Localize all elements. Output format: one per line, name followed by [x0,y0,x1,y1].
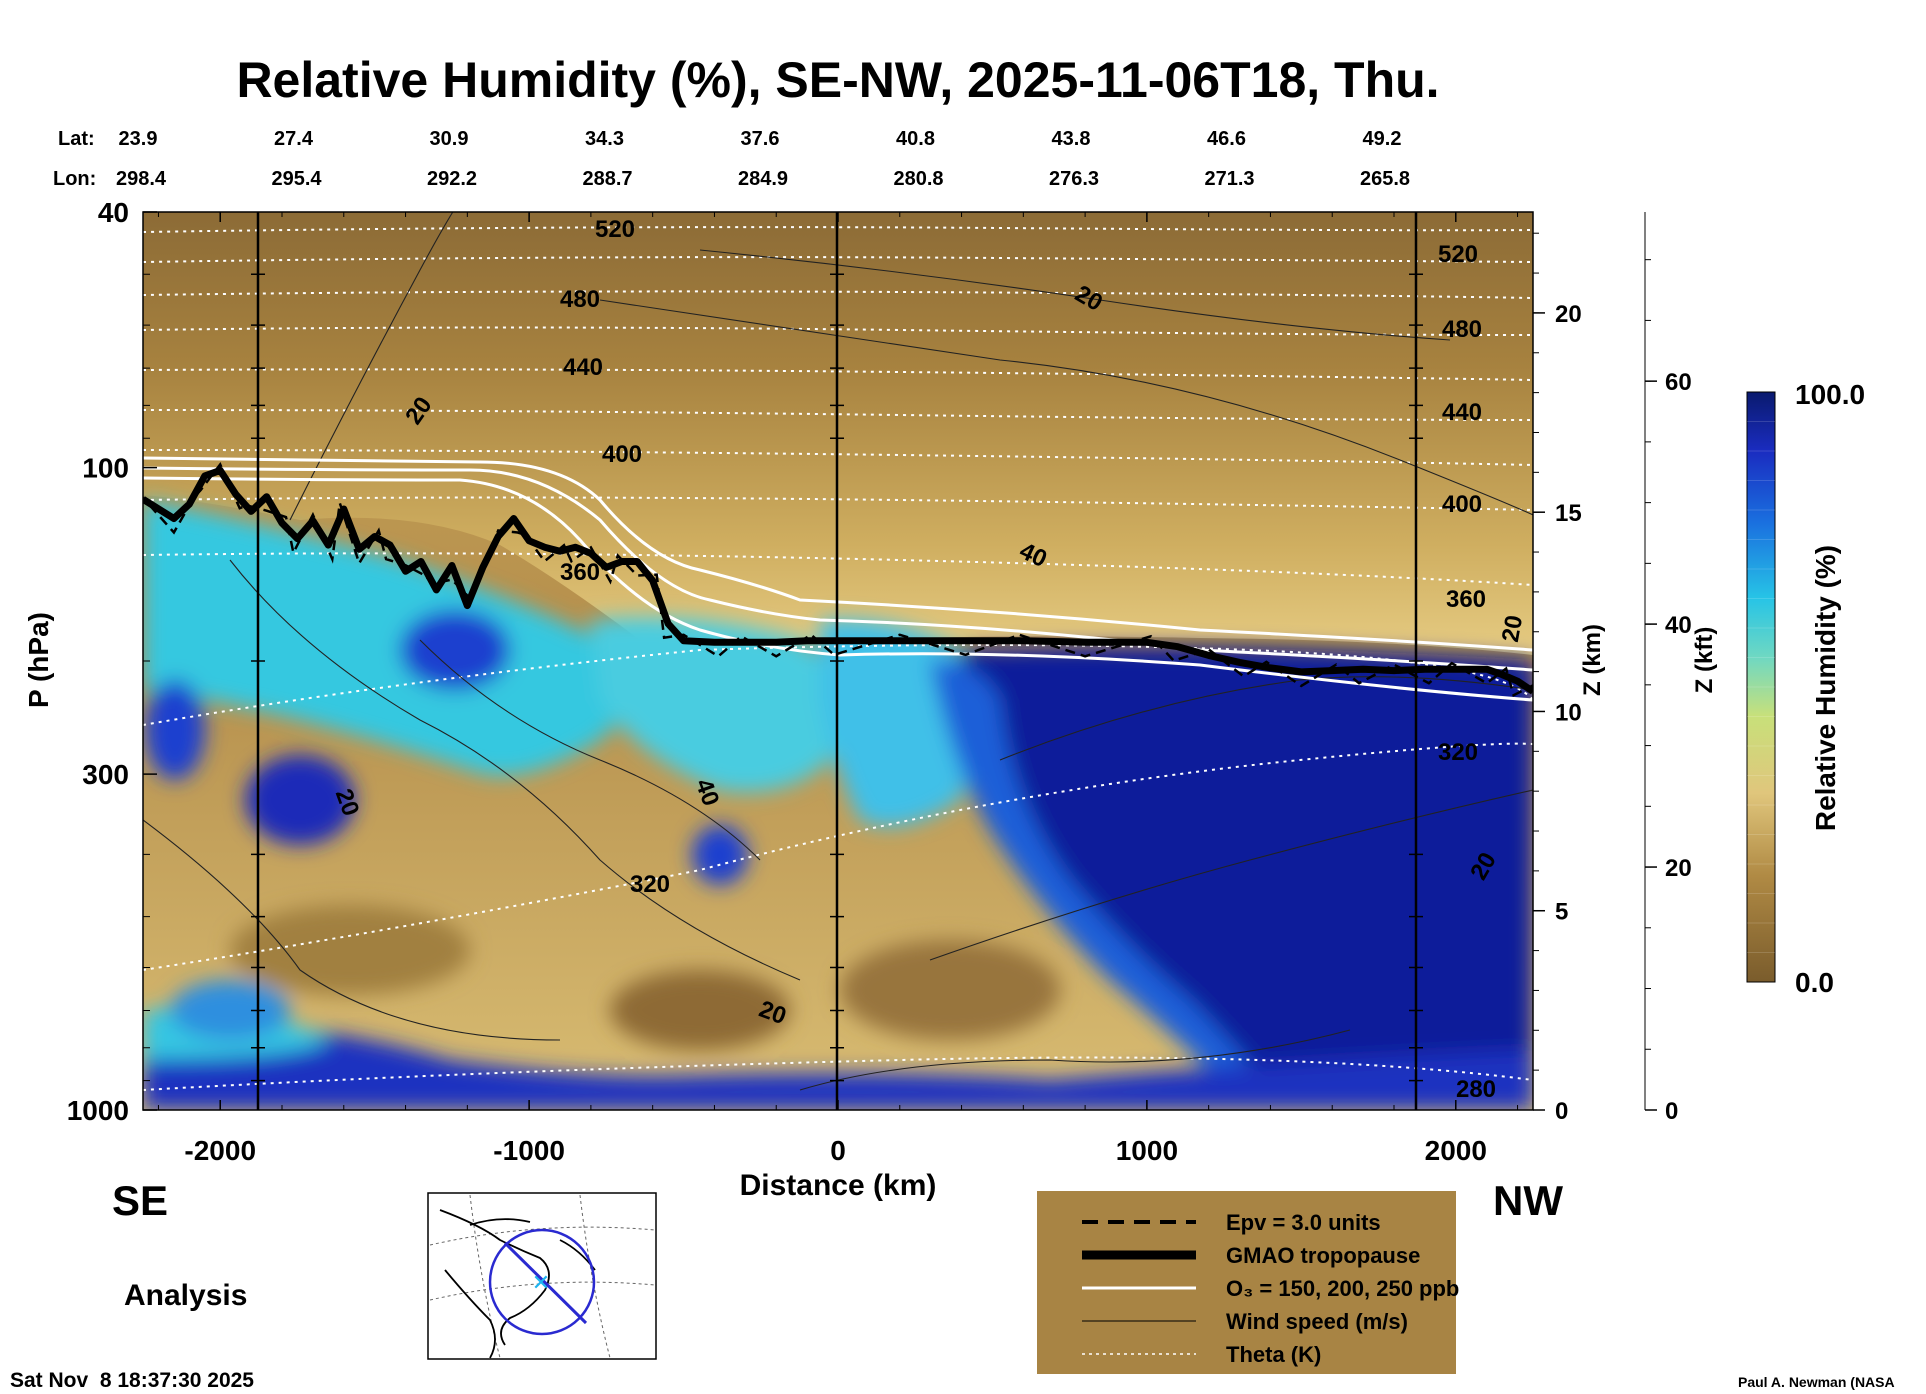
direction-se: SE [112,1177,168,1224]
theta-label: 480 [1442,316,1482,343]
wind-contours [143,212,1533,1091]
rh-blue-right-edge [930,660,1290,1110]
direction-nw: NW [1493,1177,1563,1224]
tropopause-line [143,466,1533,695]
x-tick-label: 1000 [1116,1135,1178,1166]
rh-dry-pocket-1 [610,970,790,1050]
x-tick-label: -2000 [184,1135,256,1166]
colorbar-max-label: 100.0 [1795,379,1865,410]
x-tick-label: -1000 [493,1135,565,1166]
theta-label: 360 [1446,586,1486,613]
theta-label: 320 [1438,739,1478,766]
lon-value: 280.8 [893,168,943,190]
rh-cyan-mid [590,617,840,792]
z-km-tick-label: 10 [1555,699,1582,726]
rh-blue-blob-2 [245,755,355,845]
y-tick-label: 40 [98,197,129,228]
colorbar-ramp [1746,391,1776,983]
theta-label: 520 [595,216,635,243]
legend-label: Theta (K) [1226,1342,1321,1367]
lat-value: 43.8 [1052,128,1091,150]
rh-blue-blob-3 [145,680,205,780]
lon-label: Lon: [53,168,96,190]
colorbar-title: Relative Humidity (%) [1810,545,1841,831]
colorbar: 100.0 0.0 Relative Humidity (%) [1746,379,1865,998]
rh-dry-pocket-2 [840,940,1060,1040]
lat-value: 23.9 [119,128,158,150]
lon-value: 295.4 [271,168,322,190]
lat-value: 27.4 [274,128,314,150]
lat-value: 46.6 [1207,128,1246,150]
legend-label: GMAO tropopause [1226,1243,1420,1268]
axes: -2000 -1000 0 1000 2000 40 100 300 1000 0 5 10 15 20 0… [67,197,1692,1166]
x-tick-label: 0 [830,1135,846,1166]
lon-value: 271.3 [1204,168,1254,190]
x-tick-label: 2000 [1425,1135,1487,1166]
analysis-label: Analysis [124,1279,247,1312]
theta-label: 520 [1438,241,1478,268]
theta-label: 400 [602,441,642,468]
colorbar-min-label: 0.0 [1795,967,1834,998]
lat-value: 37.6 [741,128,780,150]
inset-center-marker-icon: ✕ [532,1270,550,1295]
lat-value: 49.2 [1363,128,1402,150]
lat-value: 34.3 [585,128,624,150]
z-km-label: Z (km) [1579,624,1606,696]
z-kft-tick-label: 60 [1665,369,1692,396]
legend-label: Epv = 3.0 units [1226,1210,1381,1235]
theta-label: 480 [560,286,600,313]
chart-title: Relative Humidity (%), SE-NW, 2025-11-06… [236,52,1439,108]
rh-boundary-layer [143,1023,1533,1110]
z-km-tick-label: 15 [1555,500,1582,527]
rh-moist-left [143,500,625,776]
lon-value: 292.2 [427,168,477,190]
y-axis-label: P (hPa) [23,612,54,708]
lon-value: 298.4 [116,168,167,190]
z-kft-label: Z (kft) [1691,627,1718,694]
legend-label: O₃ = 150, 200, 250 ppb [1226,1276,1459,1301]
lat-value: 40.8 [896,128,935,150]
rh-blue-blob-1 [400,610,510,690]
inset-cross-section-line [503,1241,588,1325]
theta-label: 400 [1442,491,1482,518]
rh-moist-pocket [170,980,290,1040]
z-kft-tick-label: 0 [1665,1098,1678,1125]
lat-value: 30.9 [430,128,469,150]
y-tick-label: 100 [82,453,129,484]
credit: Paul A. Newman (NASA [1738,1374,1895,1390]
inset-map: ✕ [427,1192,657,1360]
wind-label: 20 [1497,613,1528,644]
legend: Epv = 3.0 units GMAO tropopause O₃ = 150, … [1037,1191,1459,1374]
lon-value: 265.8 [1360,168,1410,190]
z-km-tick-label: 20 [1555,301,1582,328]
legend-box [1037,1191,1456,1374]
theta-label: 320 [630,871,670,898]
x-axis-label: Distance (km) [740,1169,937,1202]
rh-blue-blob-4 [692,825,748,885]
tropopause-layer [143,461,1533,698]
rh-blue-right [960,646,1533,1110]
theta-label: 280 [1456,1076,1496,1103]
z-kft-tick-label: 20 [1665,855,1692,882]
z-km-tick-label: 0 [1555,1098,1568,1125]
lat-lon-rows: 23.9 27.4 30.9 34.3 37.6 40.8 43.8 46.6 49.2 298.… [116,128,1410,190]
rh-dry-pocket-3 [230,905,470,995]
y-tick-label: 300 [82,759,129,790]
lon-value: 276.3 [1049,168,1099,190]
y-tick-label: 1000 [67,1095,129,1126]
lat-label: Lat: [58,128,95,150]
z-km-tick-label: 5 [1555,899,1568,926]
lon-value: 288.7 [582,168,632,190]
theta-label: 440 [563,354,603,381]
theta-label: 440 [1442,399,1482,426]
inset-radius-circle [488,1228,596,1336]
theta-label: 360 [560,559,600,586]
lon-value: 284.9 [738,168,788,190]
legend-label: Wind speed (m/s) [1226,1309,1408,1334]
timestamp: Sat Nov 8 18:37:30 2025 [10,1369,254,1392]
z-kft-tick-label: 40 [1665,612,1692,639]
inset-coastline [439,1209,596,1359]
